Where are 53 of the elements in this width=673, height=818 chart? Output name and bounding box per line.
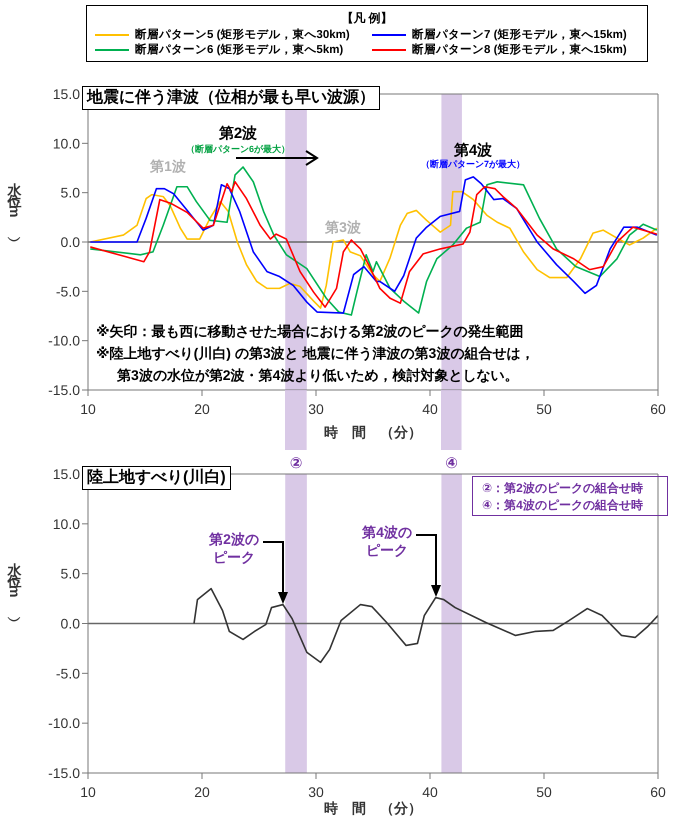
y-tick-label: 15.0: [52, 466, 80, 482]
annotation: 第2波のピーク: [208, 530, 260, 566]
y-axis-title: 水位（m）: [6, 552, 24, 620]
legend-label: 断層パターン8 (矩形モデル，東へ15km): [412, 42, 627, 57]
annotation: ②：第2波のピークの組合せ時: [482, 480, 643, 497]
line-series: [193, 588, 658, 664]
x-tick-label: 10: [80, 784, 96, 800]
y-tick-label: 10.0: [52, 135, 80, 152]
annotation: （断層パターン7が最大）: [420, 158, 526, 171]
annotation: 第4波のピーク: [361, 523, 413, 559]
y-axis-title: 水位（m）: [6, 172, 24, 240]
annotation: ※陸上地すべり(川白) の第3波と 地震に伴う津波の第3波の組合せは，: [96, 345, 534, 363]
x-tick-label: 20: [194, 400, 210, 417]
x-axis-title: 時 間 （分）: [323, 424, 423, 442]
chart-title: 陸上地すべり(川白): [82, 466, 231, 490]
x-tick-label: 60: [650, 784, 666, 800]
x-tick-label: 60: [650, 400, 666, 417]
legend-label: 断層パターン5 (矩形モデル，東へ30km): [135, 27, 350, 42]
y-tick-label: 10.0: [52, 516, 80, 532]
y-tick-label: -10.0: [48, 715, 80, 732]
y-tick-label: -15.0: [48, 764, 80, 781]
x-tick-label: 50: [536, 784, 552, 800]
x-tick-label: 50: [536, 400, 552, 417]
legend-title: 【凡 例】: [340, 10, 394, 27]
x-tick-label: 40: [422, 784, 438, 800]
y-tick-label: 5.0: [60, 184, 80, 201]
y-tick-label: 5.0: [60, 566, 80, 582]
band-label: ②: [290, 455, 302, 472]
x-tick-label: 20: [194, 784, 210, 800]
y-tick-label: 0.0: [60, 234, 80, 250]
x-tick-label: 10: [80, 400, 96, 417]
y-tick-label: 0.0: [60, 615, 80, 632]
legend-label: 断層パターン7 (矩形モデル，東へ15km): [412, 27, 627, 42]
annotation: 第4波: [452, 141, 494, 160]
annotation: 第3波の水位が第2波・第4波より低いため，検討対象としない。: [117, 367, 518, 385]
x-tick-label: 30: [308, 400, 324, 417]
band-label: ④: [445, 455, 458, 472]
annotation: 第2波: [218, 124, 258, 143]
annotation: 第3波: [324, 219, 362, 237]
annotation: ※矢印：最も西に移動させた場合における第2波のピークの発生範囲: [96, 323, 524, 341]
annotation: ④：第4波のピークの組合せ時: [482, 497, 643, 514]
y-tick-label: -5.0: [56, 283, 80, 300]
annotation: （断層パターン6が最大）: [184, 143, 291, 156]
y-tick-label: -15.0: [48, 382, 80, 398]
chart-title: 地震に伴う津波（位相が最も早い波源）: [82, 86, 380, 110]
y-tick-label: 15.0: [52, 86, 80, 102]
x-tick-label: 40: [422, 400, 438, 417]
x-tick-label: 30: [308, 784, 324, 800]
annotation: 第1波: [150, 158, 186, 174]
y-tick-label: -5.0: [56, 665, 80, 682]
legend-label: 断層パターン6 (矩形モデル，東へ5km): [135, 42, 344, 57]
x-axis-title: 時 間 （分）: [323, 800, 423, 818]
y-tick-label: -10.0: [48, 332, 80, 349]
